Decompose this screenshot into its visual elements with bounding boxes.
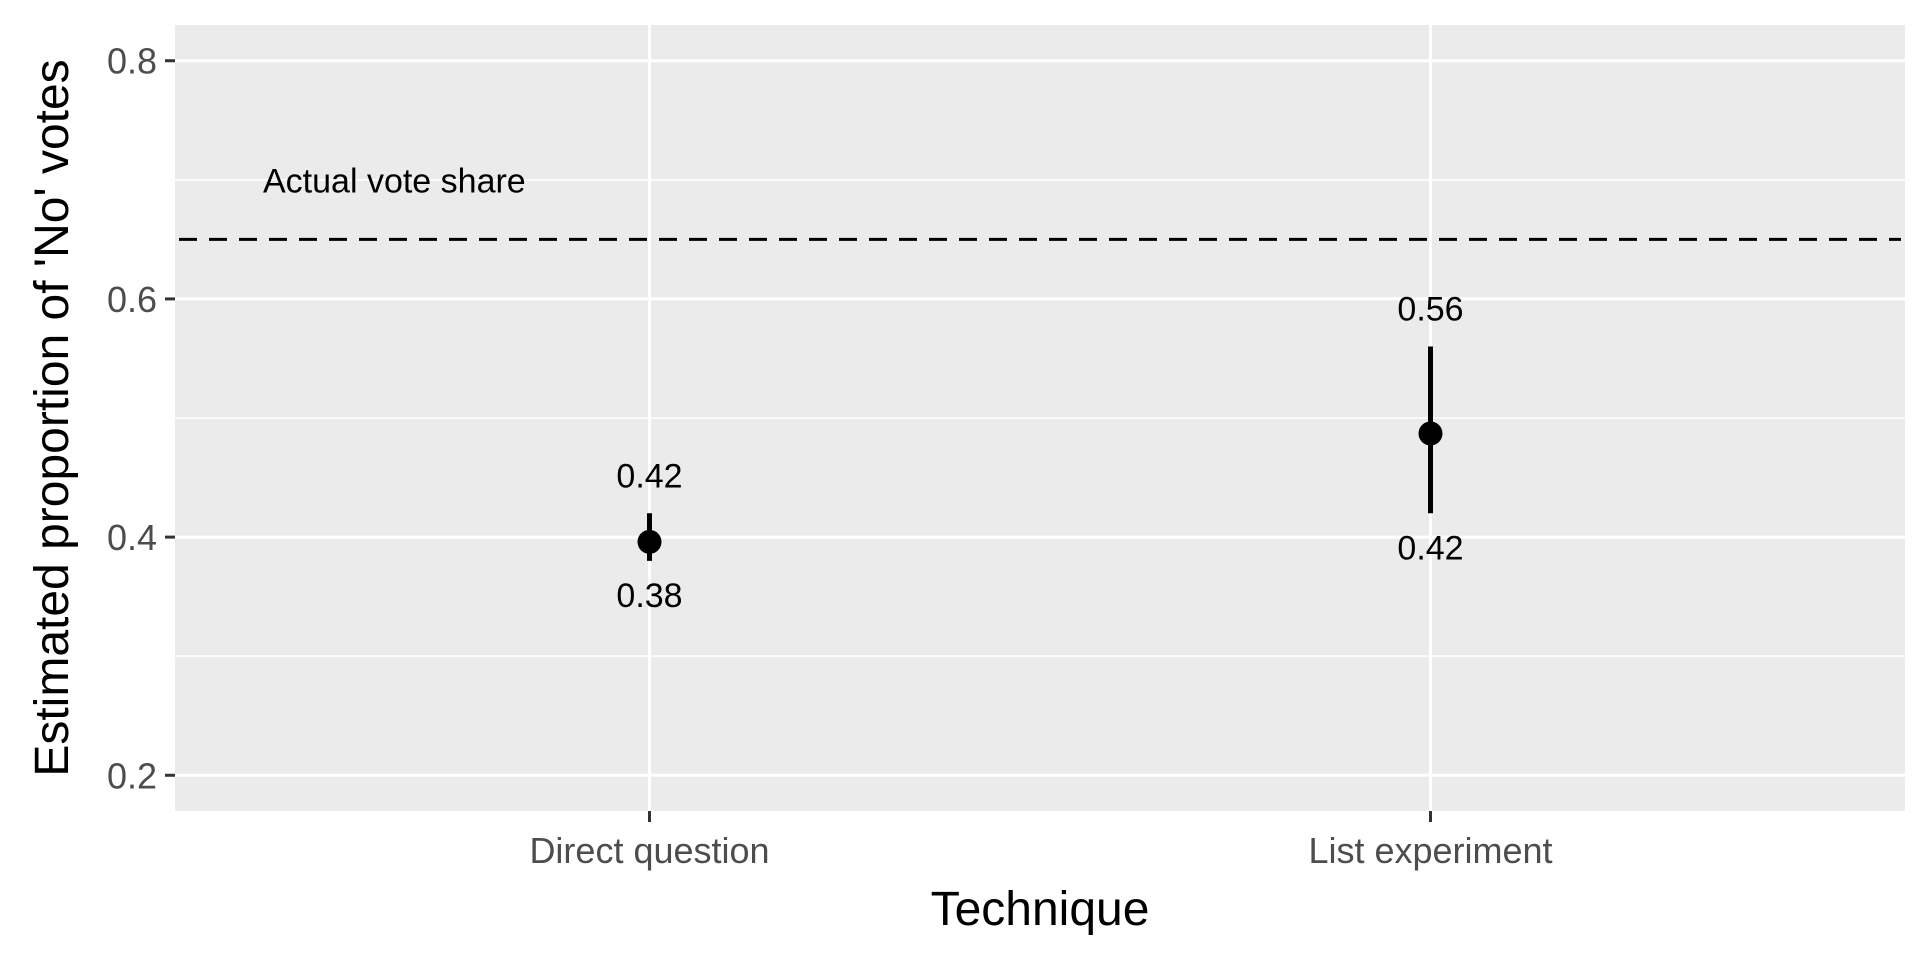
grid-minor <box>175 179 1905 657</box>
lower-bound-label: 0.38 <box>616 577 682 615</box>
x-axis-tick-label: Direct question <box>529 830 769 871</box>
x-axis-tick-label: List experiment <box>1308 830 1552 871</box>
upper-bound-label: 0.56 <box>1397 291 1463 329</box>
point-estimate <box>1418 421 1443 446</box>
reference-line-group: Actual vote share <box>179 162 1901 241</box>
point-estimate <box>637 529 662 554</box>
grid-major <box>175 25 1905 811</box>
upper-bound-label: 0.42 <box>616 457 682 495</box>
x-axis: Direct question List experiment <box>529 811 1553 871</box>
y-axis-tick-label: 0.6 <box>107 279 157 320</box>
data-marks: 0.42 0.38 0.56 0.42 <box>616 291 1463 615</box>
y-axis-tick-label: 0.8 <box>107 41 157 82</box>
y-axis-tick-label: 0.4 <box>107 517 157 558</box>
y-axis-title: Estimated proportion of 'No' votes <box>26 59 79 776</box>
y-axis-tick-label: 0.2 <box>107 755 157 796</box>
lower-bound-label: 0.42 <box>1397 529 1463 567</box>
reference-line-label: Actual vote share <box>263 162 526 200</box>
y-axis: 0.2 0.4 0.6 0.8 <box>107 41 175 796</box>
x-axis-title: Technique <box>931 883 1150 936</box>
